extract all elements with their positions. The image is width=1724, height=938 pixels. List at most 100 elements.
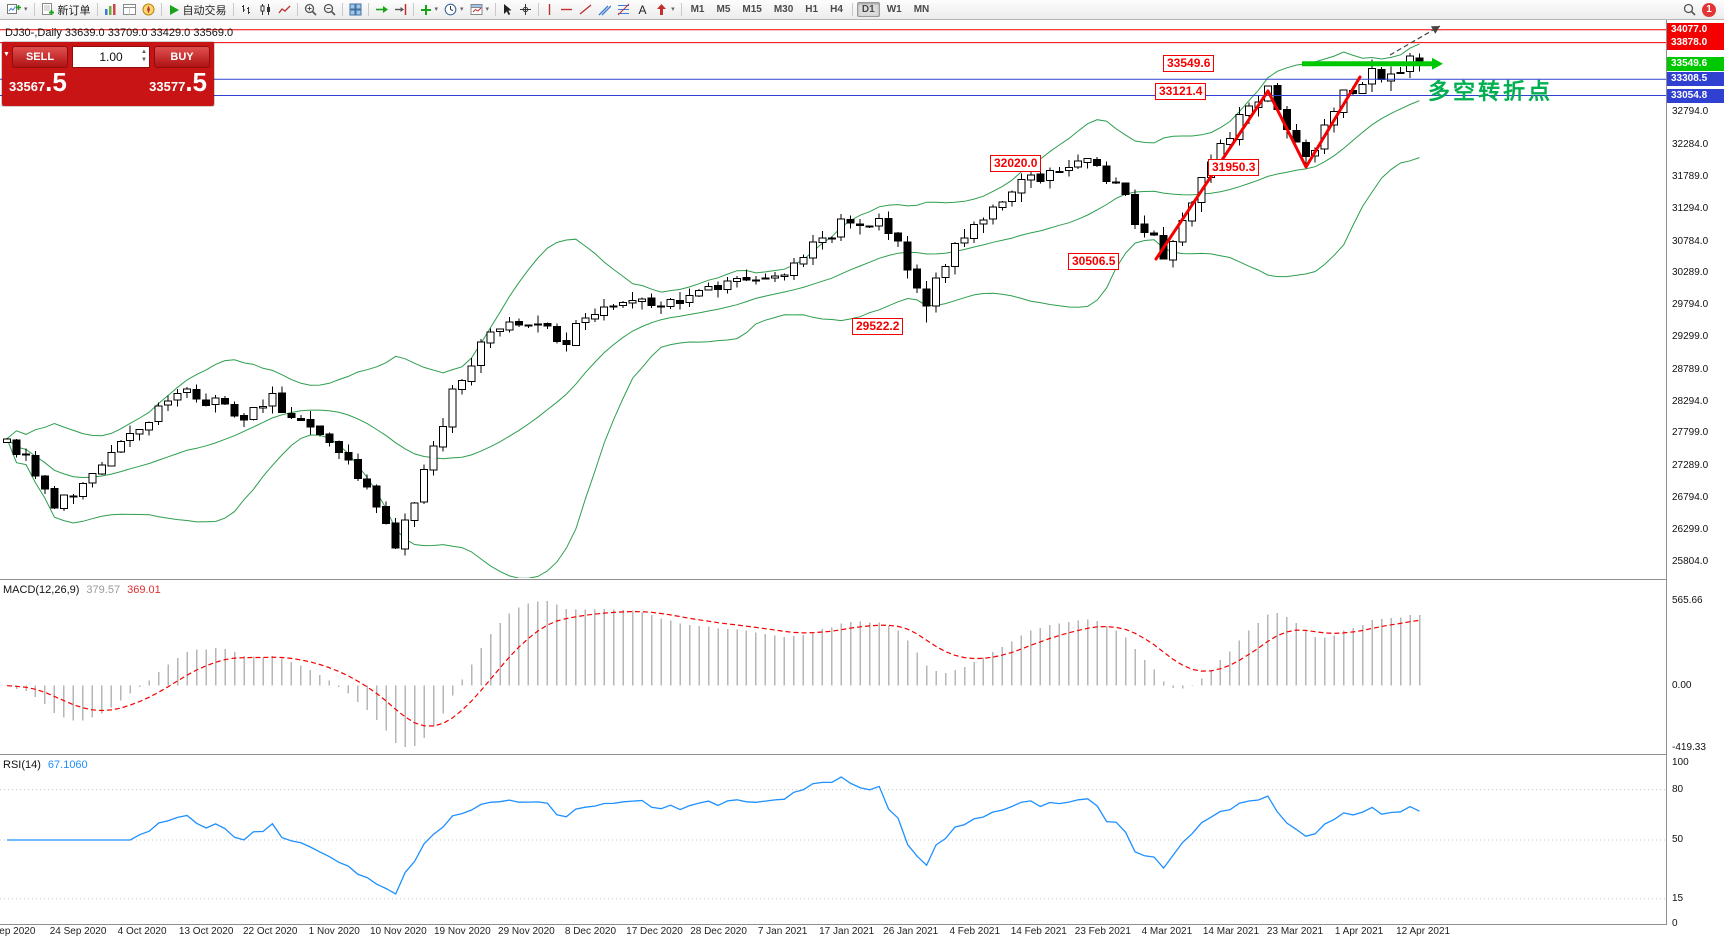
date-label: Sep 2020 (0, 926, 36, 937)
rsi-canvas[interactable] (0, 756, 1666, 924)
volume-input[interactable]: 1.00 ▲ ▼ (72, 46, 150, 68)
data-window-button[interactable] (120, 1, 139, 18)
buy-button[interactable]: BUY (154, 46, 210, 68)
price-annotation[interactable]: 32020.0 (990, 155, 1042, 172)
macd-canvas[interactable] (0, 581, 1666, 753)
date-label: 7 Jan 2021 (757, 926, 808, 937)
timeframe-button-M5[interactable]: M5 (716, 4, 731, 15)
toolbar-separator (367, 3, 369, 16)
market-watch-button[interactable] (101, 1, 120, 18)
fibonacci-icon (617, 3, 630, 16)
macd-name: MACD(12,26,9) (3, 584, 80, 596)
trendline-tool-button[interactable] (576, 1, 595, 18)
arrows-tool-button[interactable]: ▾ (652, 1, 678, 18)
volume-value: 1.00 (99, 50, 123, 64)
ask-main: 33577 (149, 79, 186, 94)
chart-shift-button[interactable] (391, 1, 410, 18)
zoom-in-icon (304, 3, 317, 16)
timeframe-button-H1[interactable]: H1 (805, 4, 819, 15)
new-chart-button[interactable]: ▾ (4, 1, 31, 18)
line-mode-button[interactable] (275, 1, 294, 18)
price-line-label: 33878.0 (1667, 35, 1724, 50)
templates-button[interactable]: ▾ (467, 1, 493, 18)
zoom-out-button[interactable] (320, 1, 339, 18)
crosshair-button[interactable] (516, 1, 535, 18)
toolbar-separator (680, 3, 682, 16)
date-label: 17 Dec 2020 (626, 926, 683, 937)
date-label: 1 Nov 2020 (308, 926, 360, 937)
timeframe-button-D1[interactable]: D1 (856, 2, 880, 17)
vertical-line-icon (548, 4, 551, 15)
auto-scroll-button[interactable] (372, 1, 391, 18)
autotrading-button[interactable]: 自动交易 (165, 1, 230, 18)
main-chart-canvas[interactable] (0, 20, 1666, 578)
ask-price: 33577.5 (149, 69, 207, 96)
date-axis[interactable]: Sep 2020 24 Sep 2020 4 Oct 2020 13 Oct 2020… (0, 925, 1666, 938)
search-icon[interactable] (1683, 3, 1696, 16)
spinner-down-icon[interactable]: ▼ (141, 56, 147, 63)
rsi-scale-label: 100 (1672, 757, 1689, 768)
navigator-button[interactable] (139, 1, 158, 18)
horizontal-line-icon (561, 8, 573, 11)
price-annotation[interactable]: 30506.5 (1068, 253, 1120, 270)
bars-mode-button[interactable] (237, 1, 256, 18)
rsi-scale-label: 0 (1672, 918, 1678, 929)
price-line-label: 34077.0 (1667, 22, 1724, 37)
toolbar-separator (296, 3, 298, 16)
fibonacci-tool-button[interactable] (614, 1, 633, 18)
timeframe-button-M30[interactable]: M30 (773, 4, 794, 15)
pane-separator[interactable] (0, 754, 1666, 755)
price-annotation[interactable]: 33549.6 (1163, 55, 1215, 72)
toolbar-separator (96, 3, 98, 16)
spinner-up-icon[interactable]: ▲ (141, 49, 147, 55)
note-text[interactable]: 多空转折点 (1428, 79, 1554, 104)
zoom-in-button[interactable] (301, 1, 320, 18)
caret-down-icon: ▾ (460, 6, 464, 13)
price-tick: 27799.0 (1672, 427, 1709, 439)
trade-panel-collapse-icon[interactable]: ▼ (3, 51, 10, 58)
price-tick: 30289.0 (1672, 267, 1709, 279)
macd-main-value: 379.57 (86, 584, 121, 596)
macd-scale-label: 565.66 (1672, 595, 1703, 607)
price-annotation[interactable]: 33121.4 (1155, 83, 1207, 100)
price-annotation[interactable]: 31950.3 (1208, 159, 1260, 176)
date-label: 19 Nov 2020 (433, 926, 491, 937)
sell-button[interactable]: SELL (12, 46, 68, 68)
vline-tool-button[interactable] (542, 1, 557, 18)
clock-icon (444, 3, 457, 16)
caret-down-icon: ▾ (434, 6, 439, 13)
macd-indicator-label: MACD(12,26,9) 379.57 369.01 (3, 584, 161, 596)
toolbar-separator (341, 3, 343, 16)
date-label: 1 Apr 2021 (1334, 926, 1384, 937)
rsi-scale-label: 50 (1672, 834, 1684, 845)
timeframe-button-M1[interactable]: M1 (690, 4, 705, 15)
date-label: 22 Oct 2020 (242, 926, 298, 937)
volume-spinner[interactable]: ▲ ▼ (141, 49, 147, 65)
auto-scroll-icon (375, 6, 388, 13)
periods-button[interactable]: ▾ (441, 1, 467, 18)
notification-badge[interactable]: 1 (1702, 2, 1716, 17)
timeframe-button-MN[interactable]: MN (913, 4, 930, 15)
ask-fraction: .5 (185, 67, 207, 97)
cursor-button[interactable] (499, 1, 516, 18)
price-tick: 28789.0 (1672, 363, 1709, 375)
toolbar-separator (538, 3, 540, 16)
timeframe-button-W1[interactable]: W1 (886, 4, 902, 15)
candles-mode-button[interactable] (256, 1, 275, 18)
timeframe-button-M15[interactable]: M15 (742, 4, 762, 15)
indicators-button[interactable]: ▾ (417, 1, 442, 18)
timeframe-button-H4[interactable]: H4 (830, 4, 843, 15)
tile-windows-button[interactable] (346, 1, 365, 18)
macd-scale-label: -419.33 (1672, 742, 1706, 754)
price-scale[interactable]: 32794.0 32284.0 31789.0 31294.0 30784.0 30289… (1667, 0, 1724, 938)
hline-tool-button[interactable] (557, 1, 576, 18)
channel-tool-button[interactable] (595, 1, 614, 18)
autotrading-play-icon (169, 4, 179, 15)
one-click-trade-panel: ▼ SELL 1.00 ▲ ▼ BUY 33567.5 33577.5 (2, 42, 214, 106)
text-tool-button[interactable]: A (633, 1, 652, 18)
new-order-button[interactable]: 新订单 (38, 1, 94, 18)
price-annotation[interactable]: 29522.2 (852, 318, 904, 335)
pane-separator[interactable] (0, 579, 1666, 580)
caret-down-icon: ▾ (24, 6, 28, 13)
